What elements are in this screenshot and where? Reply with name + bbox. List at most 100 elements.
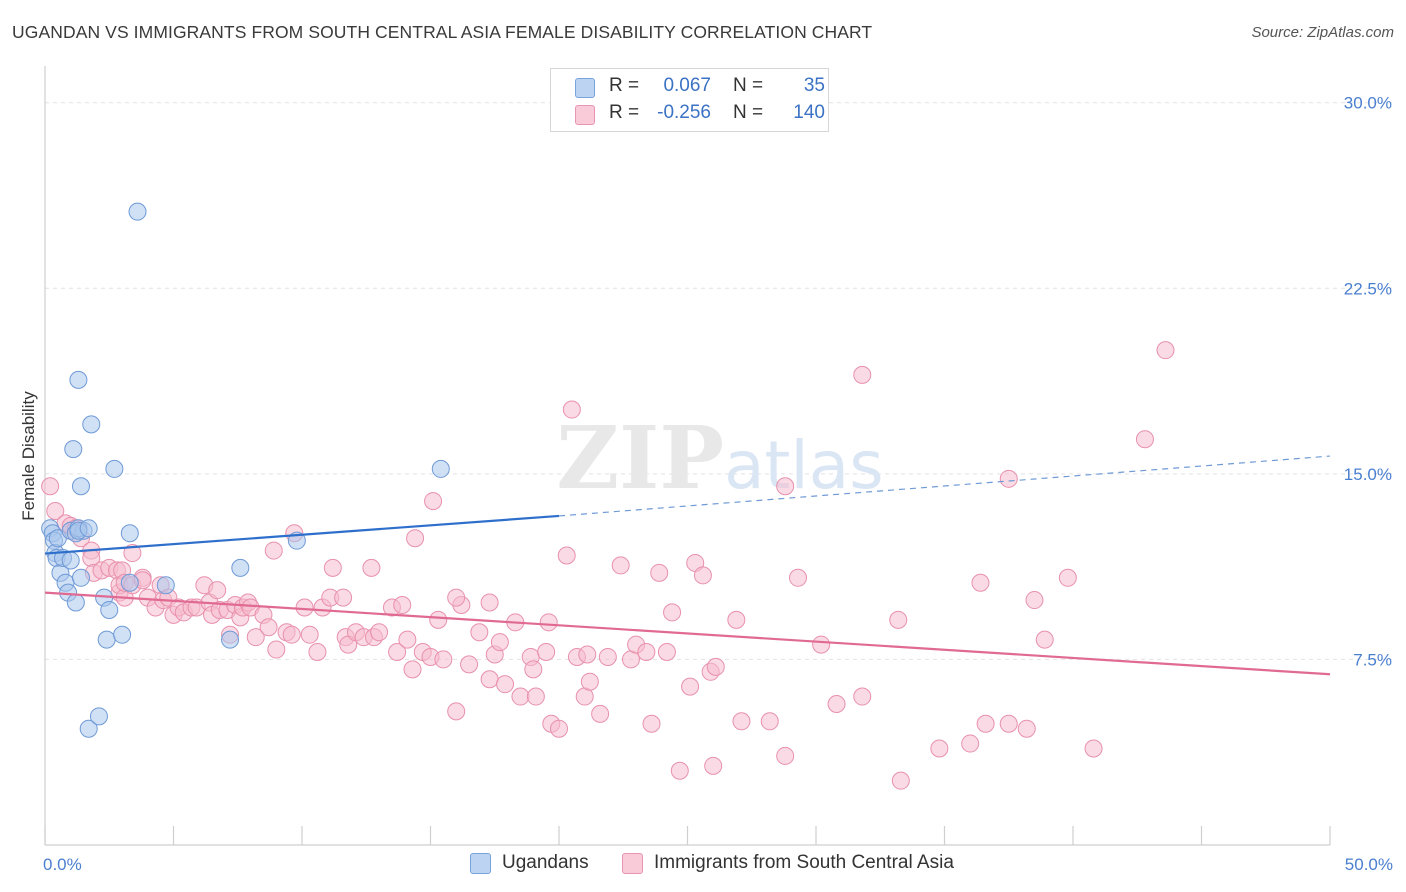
legend-swatch-blue	[470, 853, 491, 874]
ugandans-point	[120, 524, 139, 543]
source-label: Source: ZipAtlas.com	[1251, 24, 1394, 41]
immigrants-point	[429, 610, 448, 629]
immigrants-point	[663, 603, 682, 622]
immigrants-trend-line	[44, 591, 1331, 676]
ugandans-point	[431, 459, 450, 478]
legend-r-value: -0.256	[657, 102, 711, 123]
immigrants-point	[308, 643, 327, 662]
immigrants-point	[670, 761, 689, 780]
immigrants-point	[1156, 341, 1175, 360]
immigrants-point	[282, 625, 301, 644]
immigrants-point	[776, 477, 795, 496]
ugandans-point	[89, 707, 108, 726]
ugandans-point	[79, 719, 98, 738]
x-tick-labels: 0.0% 50.0%	[43, 855, 1393, 874]
immigrants-point	[578, 645, 597, 664]
immigrants-point	[961, 734, 980, 753]
trend-lines	[44, 455, 1331, 676]
ugandans-trend-extension	[558, 455, 1331, 517]
watermark-atlas: atlas	[724, 427, 884, 504]
immigrants-point	[1084, 739, 1103, 758]
immigrants-point	[657, 643, 676, 662]
y-axis-label: Female Disability	[19, 391, 38, 521]
immigrants-point	[693, 566, 712, 585]
ugandans-point	[61, 551, 80, 570]
immigrants-point	[827, 694, 846, 713]
legend-n-value: 140	[793, 102, 825, 123]
immigrants-point	[480, 670, 499, 689]
ugandans-point	[128, 202, 147, 221]
immigrants-point	[388, 643, 407, 662]
immigrants-point	[562, 400, 581, 419]
immigrants-point	[706, 657, 725, 676]
immigrants-point	[460, 655, 479, 674]
immigrants-point	[853, 687, 872, 706]
y-tick-label: 22.5%	[1344, 279, 1392, 298]
immigrants-point	[776, 746, 795, 765]
immigrants-point	[511, 687, 530, 706]
immigrants-point	[889, 610, 908, 629]
immigrants-point	[470, 623, 489, 642]
immigrants-point	[526, 687, 545, 706]
immigrants-point	[259, 618, 278, 637]
immigrants-point	[580, 672, 599, 691]
ugandans-point	[69, 370, 88, 389]
immigrants-point	[853, 365, 872, 384]
immigrants-point	[611, 556, 630, 575]
watermark-zip: ZIP	[556, 408, 724, 509]
legend-r-label: R =	[609, 75, 640, 96]
immigrants-point	[490, 633, 509, 652]
immigrants-point	[46, 501, 65, 520]
y-tick-labels: 7.5% 15.0% 22.5% 30.0%	[1344, 94, 1392, 670]
ugandans-point	[64, 440, 83, 459]
immigrants-point	[789, 568, 808, 587]
immigrants-point	[334, 588, 353, 607]
immigrants-point	[999, 714, 1018, 733]
y-tick-label: 7.5%	[1353, 650, 1392, 669]
immigrants-point	[550, 719, 568, 738]
series-ugandans-points	[41, 202, 450, 738]
immigrants-point	[637, 643, 656, 662]
x-tick-label: 0.0%	[43, 855, 82, 874]
y-tick-label: 30.0%	[1344, 94, 1392, 113]
x-tick-label: 50.0%	[1345, 855, 1393, 874]
legend-swatch-pink	[622, 853, 643, 874]
immigrants-point	[362, 558, 381, 577]
ugandans-point	[97, 630, 116, 649]
correlation-legend: R = 0.067 N = 35 R = -0.256 N = 140	[550, 68, 829, 132]
immigrants-point	[891, 771, 910, 790]
immigrants-point	[1135, 430, 1154, 449]
immigrants-point	[727, 610, 746, 629]
immigrants-point	[760, 712, 779, 731]
immigrants-point	[598, 647, 617, 666]
ugandans-point	[79, 519, 98, 538]
y-tick-label: 15.0%	[1344, 465, 1392, 484]
immigrants-point	[642, 714, 661, 733]
immigrants-point	[591, 704, 610, 723]
legend-n-label: N =	[733, 102, 764, 123]
immigrants-point	[264, 541, 283, 560]
immigrants-point	[300, 625, 319, 644]
watermark: ZIPatlas	[556, 408, 883, 509]
immigrants-point	[539, 613, 558, 632]
ugandans-point	[156, 576, 175, 595]
ugandans-point	[71, 477, 90, 496]
ugandans-point	[231, 558, 250, 577]
legend-label-immigrants: Immigrants from South Central Asia	[654, 852, 954, 873]
immigrants-point	[537, 643, 556, 662]
ugandans-point	[120, 573, 139, 592]
immigrants-point	[999, 469, 1018, 488]
legend-swatch-pink	[575, 105, 595, 125]
immigrants-point	[650, 563, 669, 582]
immigrants-point	[971, 573, 990, 592]
ugandans-trend-line	[44, 514, 560, 555]
legend-n-label: N =	[733, 75, 764, 96]
immigrants-point	[393, 596, 412, 615]
immigrants-point	[246, 628, 265, 647]
immigrants-point	[524, 660, 543, 679]
chart-title: UGANDAN VS IMMIGRANTS FROM SOUTH CENTRAL…	[12, 22, 873, 42]
immigrants-point	[1017, 719, 1036, 738]
immigrants-point	[557, 546, 576, 565]
ugandans-point	[105, 459, 124, 478]
